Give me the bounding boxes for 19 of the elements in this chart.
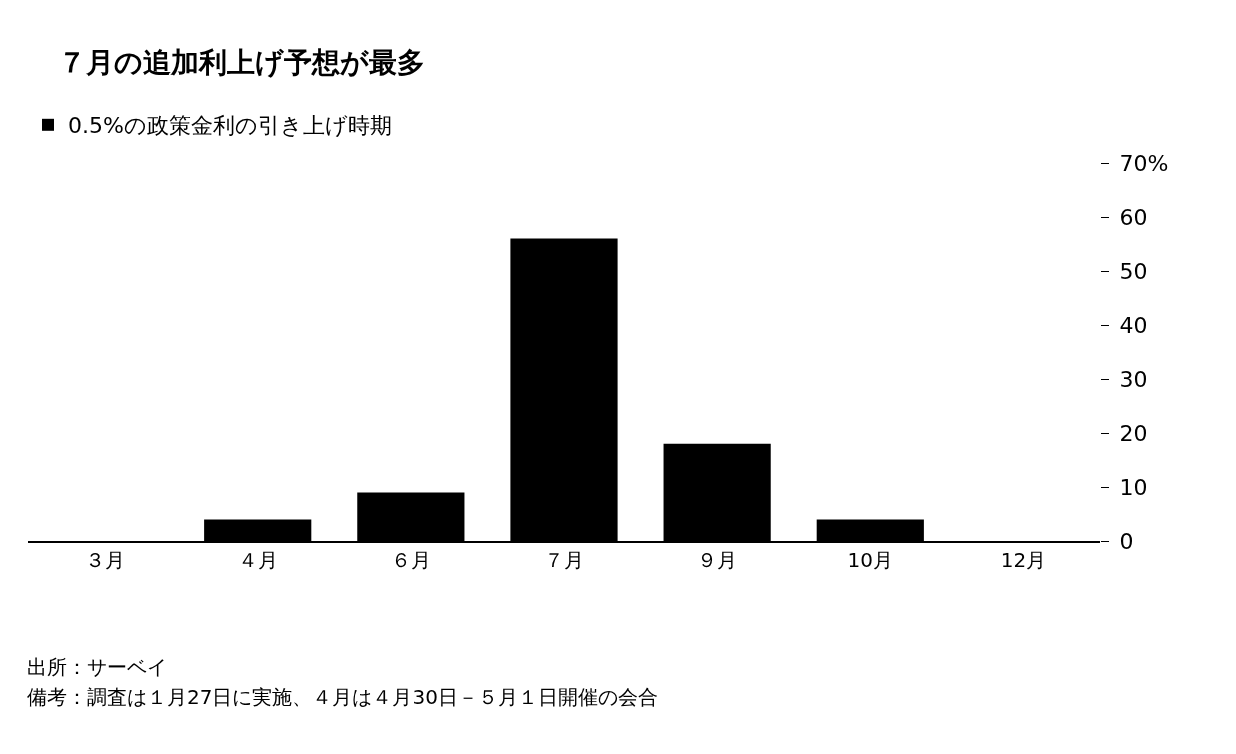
y-tick-label: 10 (1119, 474, 1148, 500)
y-tick-label: 40 (1119, 312, 1148, 338)
chart-title: ７月の追加利上げ予想が最多 (58, 45, 426, 79)
y-tick-label: 70% (1119, 150, 1169, 176)
x-tick-label: ６月 (390, 548, 431, 572)
x-tick-label: ７月 (544, 548, 584, 572)
y-tick-label: 0 (1119, 528, 1134, 554)
y-tick-label: 60 (1119, 204, 1148, 230)
legend-label: 0.5%の政策金利の引き上げ時期 (68, 113, 392, 139)
text: 出所：サーベイ (27, 655, 167, 679)
x-tick-label: ９月 (697, 548, 738, 572)
y-tick-label: 30 (1119, 366, 1148, 392)
y-tick-label: 20 (1119, 420, 1148, 446)
y-tick-label: 50 (1119, 258, 1148, 284)
text: 備考：調査は１月27日に実施、４月は４月30日－５月１日開催の会合 (27, 685, 658, 709)
x-tick-label: 12月 (1000, 548, 1047, 572)
x-tick-label: ４月 (237, 548, 278, 572)
x-tick-label: ３月 (84, 548, 125, 572)
x-tick-label: 10月 (847, 548, 894, 572)
